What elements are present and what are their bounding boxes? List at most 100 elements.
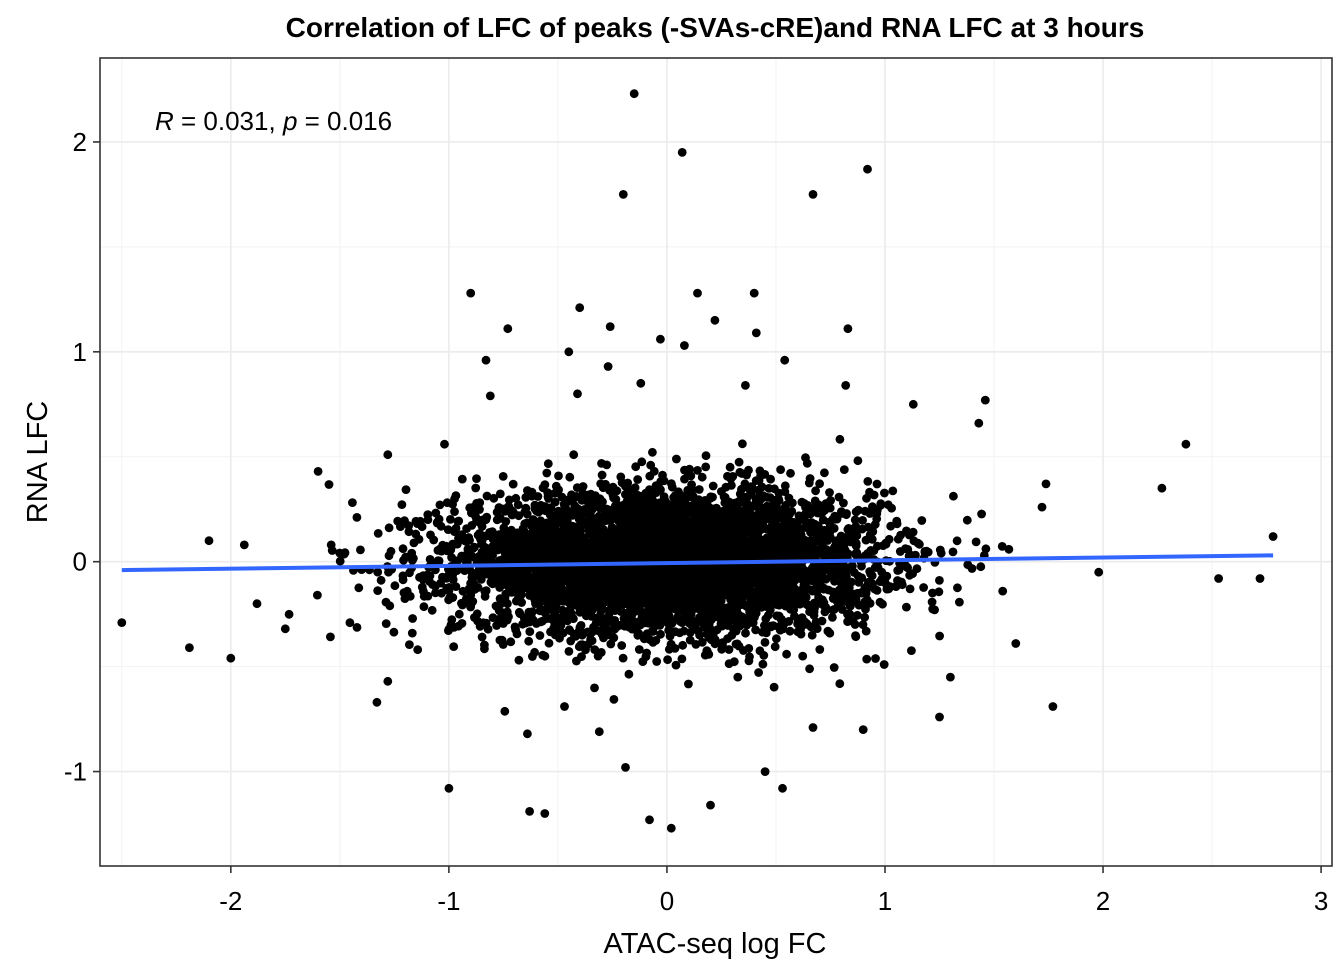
cloud-point [747, 565, 756, 575]
cloud-point [525, 627, 535, 636]
cloud-point [373, 529, 383, 538]
cloud-point [851, 631, 860, 640]
cloud-point [804, 478, 814, 488]
cloud-point [642, 648, 651, 658]
cloud-point [806, 536, 816, 545]
cloud-point [500, 706, 510, 716]
cloud-point [474, 517, 484, 527]
cloud-point [437, 588, 446, 598]
cloud-point [835, 679, 845, 689]
cloud-point [608, 632, 618, 642]
cloud-point [757, 524, 767, 534]
cloud-point [814, 524, 824, 534]
cloud-point [953, 583, 962, 593]
cloud-point [774, 611, 784, 621]
cloud-point [514, 655, 524, 665]
cloud-point [866, 569, 875, 579]
cloud-point [581, 495, 591, 505]
cloud-point [386, 546, 396, 556]
cloud-point [832, 514, 842, 524]
cloud-point [805, 509, 815, 519]
cloud-point [558, 519, 568, 529]
cloud-point [682, 579, 691, 589]
cloud-point [708, 481, 718, 491]
cloud-point [1004, 544, 1014, 554]
cloud-point [770, 591, 779, 601]
cloud-point [381, 619, 391, 628]
cloud-point [609, 493, 618, 503]
cloud-point [495, 489, 505, 499]
cloud-point [390, 581, 400, 591]
cloud-point [802, 458, 812, 468]
cloud-point [787, 597, 797, 606]
cloud-point [863, 477, 873, 486]
cloud-point [609, 695, 619, 704]
cloud-point [656, 629, 665, 639]
cloud-point [807, 630, 817, 640]
cloud-point [763, 610, 773, 620]
cloud-point [411, 529, 421, 539]
cloud-point [862, 493, 871, 503]
cloud-point [930, 605, 939, 615]
cloud-point [451, 582, 461, 591]
cloud-point [447, 553, 456, 562]
cloud-point [880, 488, 889, 498]
cloud-point [746, 526, 756, 535]
cloud-point [495, 635, 505, 645]
cloud-point [326, 632, 335, 642]
cloud-point [823, 550, 833, 560]
cloud-point [688, 492, 698, 501]
cloud-point [617, 478, 627, 487]
cloud-point [466, 600, 476, 610]
cloud-point [441, 541, 451, 551]
cloud-point [558, 540, 568, 550]
cloud-point [675, 614, 685, 624]
cloud-point [779, 524, 789, 533]
cloud-point [647, 546, 657, 556]
cloud-point [677, 654, 687, 664]
cloud-point [666, 518, 676, 528]
cloud-point [765, 493, 775, 503]
cloud-point [560, 590, 570, 599]
cloud-point [738, 439, 747, 449]
cloud-point [477, 632, 487, 642]
cloud-point [876, 499, 886, 509]
cloud-point [586, 553, 595, 562]
cloud-point [845, 601, 855, 611]
cloud-point [436, 578, 445, 588]
cloud-point [398, 575, 408, 585]
cloud-point [611, 547, 620, 557]
cloud-point [736, 578, 745, 587]
cloud-point [734, 497, 743, 506]
cloud-point [680, 474, 689, 484]
cloud-point [384, 523, 394, 533]
cloud-point [550, 488, 560, 498]
cloud-point [679, 508, 689, 517]
cloud-point [512, 581, 522, 591]
cloud-point [506, 637, 516, 647]
cloud-point [524, 636, 534, 646]
cloud-point [543, 459, 553, 469]
cloud-point [755, 646, 765, 656]
cloud-point [435, 500, 445, 510]
cloud-point [354, 583, 364, 593]
cloud-point [897, 577, 906, 587]
cloud-point [340, 548, 350, 558]
cloud-point [527, 487, 537, 497]
cloud-point [405, 640, 414, 649]
cloud-point [977, 509, 986, 519]
cloud-point [766, 474, 775, 484]
cloud-point [507, 510, 517, 520]
cloud-point [811, 486, 820, 496]
cloud-point [565, 472, 575, 482]
cloud-point [835, 434, 845, 444]
cloud-point [561, 503, 570, 513]
cloud-point [454, 609, 464, 619]
cloud-point [405, 568, 414, 578]
cloud-point [559, 555, 569, 565]
cloud-point [746, 486, 755, 496]
cloud-point [860, 583, 870, 593]
cloud-point [408, 614, 417, 623]
cloud-point [764, 573, 774, 583]
